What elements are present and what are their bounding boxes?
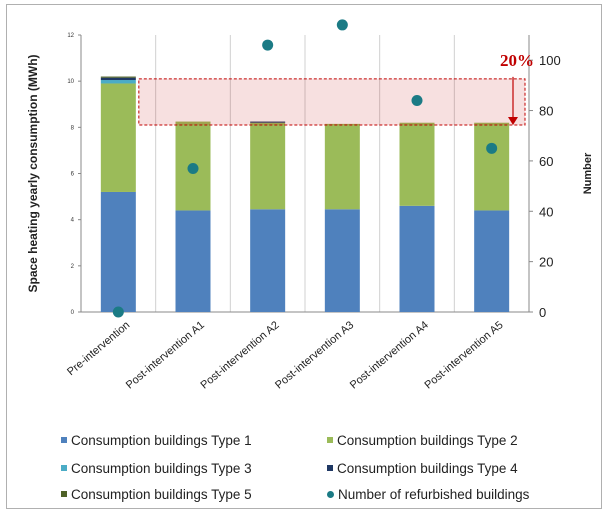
- legend-swatch-type2: [327, 437, 333, 444]
- bar-2-5: [399, 122, 435, 206]
- legend-label-type1: Consumption buildings Type 1: [71, 433, 252, 448]
- bar-1-5: [399, 205, 435, 312]
- legend-item-refurbished: Number of refurbished buildings: [327, 487, 529, 502]
- y2-tick-label: 60: [539, 154, 553, 169]
- y2-tick-label: 100: [539, 53, 561, 68]
- bar-2-1: [100, 83, 136, 192]
- reduction-arrow-head: [508, 117, 518, 126]
- bar-1-2: [175, 210, 211, 312]
- chart-frame: 0 2 4 6 8 10 12 0 20 40 60 80 100 Pre-intervention Pos…: [6, 4, 602, 509]
- legend-marker-refurbished: [327, 490, 334, 498]
- refurbished-point-3: [262, 39, 274, 51]
- legend-label-type4: Consumption buildings Type 4: [337, 461, 518, 476]
- y-tick-label: 2: [71, 264, 75, 270]
- refurbished-point-2: [187, 162, 199, 174]
- y-axis-title: Space heating yearly consumption (MWh): [26, 54, 40, 292]
- refurbished-point-4: [336, 19, 348, 31]
- bar-3-1: [100, 80, 136, 84]
- refurbished-point-1: [112, 306, 124, 318]
- y-tick-label: 10: [67, 79, 74, 85]
- y2-tick-label: 20: [539, 255, 553, 270]
- bar-1-1: [100, 191, 136, 312]
- bar-1-3: [250, 209, 286, 312]
- bar-4-3: [250, 121, 286, 123]
- bar-1-6: [474, 210, 510, 312]
- bar-2-3: [250, 122, 286, 210]
- legend-label-refurbished: Number of refurbished buildings: [338, 487, 530, 502]
- legend-label-type2: Consumption buildings Type 2: [337, 433, 518, 448]
- x-tick-label: Post-intervention A3: [273, 319, 356, 391]
- bar-5-1: [100, 76, 136, 78]
- legend-item-type3: Consumption buildings Type 3: [61, 461, 252, 476]
- bar-2-6: [474, 122, 510, 211]
- y-tick-label: 0: [71, 310, 75, 316]
- legend-swatch-type3: [61, 465, 67, 472]
- chart-plot: 024681012020406080100Pre-interventionPos…: [26, 19, 594, 392]
- x-tick-label: Post-intervention A5: [422, 319, 505, 391]
- y2-tick-label: 80: [539, 104, 553, 119]
- legend-label-type3: Consumption buildings Type 3: [71, 461, 252, 476]
- refurbished-point-6: [486, 142, 498, 154]
- y2-tick-label: 40: [539, 204, 553, 219]
- bar-4-1: [100, 77, 136, 81]
- bar-2-4: [324, 123, 360, 210]
- reduction-label: 20%: [500, 51, 534, 70]
- legend-item-type5: Consumption buildings Type 5: [61, 487, 252, 502]
- x-tick-label: Post-intervention A2: [198, 319, 281, 391]
- y-tick-label: 12: [67, 33, 74, 39]
- reduction-band: [138, 78, 526, 126]
- legend-item-type2: Consumption buildings Type 2: [327, 433, 518, 448]
- y2-axis-title: Number: [582, 152, 594, 194]
- legend-item-type4: Consumption buildings Type 4: [327, 461, 518, 476]
- legend-item-type1: Consumption buildings Type 1: [61, 433, 252, 448]
- legend-label-type5: Consumption buildings Type 5: [71, 487, 252, 502]
- y2-tick-label: 0: [539, 305, 546, 320]
- legend-swatch-type4: [327, 465, 333, 472]
- x-tick-label: Post-intervention A1: [124, 319, 207, 391]
- refurbished-point-5: [411, 94, 423, 106]
- y-tick-label: 6: [71, 172, 75, 178]
- x-tick-label: Pre-intervention: [65, 319, 132, 378]
- bar-1-4: [324, 209, 360, 312]
- legend-swatch-type5: [61, 491, 67, 498]
- x-tick-label: Post-intervention A4: [348, 319, 431, 391]
- y-tick-label: 8: [71, 125, 75, 131]
- legend-swatch-type1: [61, 437, 67, 444]
- y-tick-label: 4: [71, 218, 75, 224]
